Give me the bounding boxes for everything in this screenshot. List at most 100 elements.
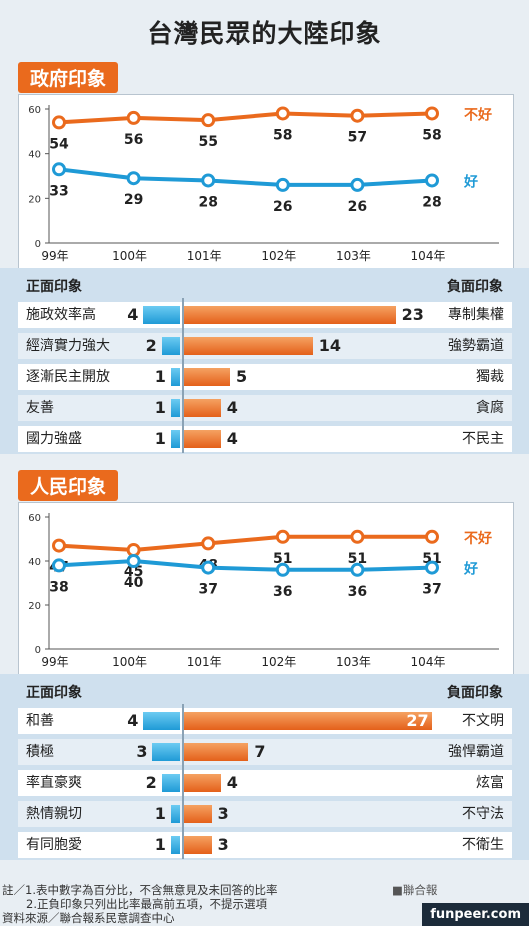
x-tick-label: 99年 bbox=[41, 655, 68, 669]
negative-label: 獨裁 bbox=[476, 369, 504, 385]
footnote-2: 2.正負印象只列出比率最高前五項，不提示選項 bbox=[26, 897, 267, 911]
positive-value: 1 bbox=[154, 367, 166, 386]
series-legend-label: 好 bbox=[463, 173, 478, 190]
y-tick-label: 0 bbox=[35, 645, 41, 656]
series-legend-label: 不好 bbox=[464, 530, 492, 547]
section-label-government: 政府印象 bbox=[18, 62, 119, 93]
positive-bar bbox=[170, 836, 180, 854]
positive-value: 2 bbox=[145, 773, 157, 792]
positive-label: 逐漸民主開放 bbox=[26, 369, 110, 385]
data-point bbox=[275, 177, 290, 192]
negative-label: 不衛生 bbox=[462, 837, 504, 853]
data-label: 26 bbox=[348, 199, 367, 215]
negative-bar bbox=[184, 712, 433, 730]
x-tick-label: 104年 bbox=[411, 249, 446, 263]
x-tick-label: 104年 bbox=[411, 655, 446, 669]
y-tick-label: 0 bbox=[35, 239, 41, 250]
data-label: 38 bbox=[49, 579, 68, 595]
positive-header: 正面印象 bbox=[26, 279, 82, 295]
data-label: 37 bbox=[422, 582, 441, 598]
data-point bbox=[52, 538, 66, 553]
bar-axis bbox=[182, 704, 184, 859]
bar-row: 熱情親切 不守法 1 3 bbox=[18, 801, 512, 827]
positive-bar bbox=[143, 712, 180, 730]
x-tick-label: 103年 bbox=[336, 249, 371, 263]
negative-label: 貪腐 bbox=[476, 400, 504, 416]
footnote-1: 註／1.表中數字為百分比，不含無意見及未回答的比率 bbox=[2, 883, 278, 897]
x-tick-label: 102年 bbox=[261, 249, 296, 263]
bar-row: 積極 強悍霸道 3 7 bbox=[18, 739, 512, 765]
line-chart-government-panel: 0 20 40 60 99年 100年 101年 102年 103年 104年 54 56 55 58 57… bbox=[18, 94, 514, 270]
negative-bar bbox=[184, 743, 249, 761]
data-label: 58 bbox=[273, 127, 292, 143]
data-point bbox=[425, 560, 439, 575]
line-chart-government: 0 20 40 60 99年 100年 101年 102年 103年 104年 54 56 55 58 57… bbox=[28, 105, 499, 263]
data-point bbox=[52, 115, 66, 130]
positive-value: 1 bbox=[154, 398, 166, 417]
series-line-0 bbox=[58, 534, 432, 552]
negative-value: 14 bbox=[318, 336, 342, 355]
positive-bar bbox=[170, 399, 180, 417]
positive-label: 經濟實力強大 bbox=[26, 338, 110, 354]
positive-bar bbox=[170, 430, 180, 448]
positive-label: 率直豪爽 bbox=[26, 775, 82, 791]
bar-row: 和善 不文明 4 27 bbox=[18, 708, 512, 734]
negative-header: 負面印象 bbox=[447, 279, 503, 295]
negative-label: 不守法 bbox=[462, 806, 504, 822]
brand-watermark: funpeer.com bbox=[422, 903, 529, 926]
data-point bbox=[52, 162, 66, 177]
data-point bbox=[425, 106, 439, 121]
negative-label: 專制集權 bbox=[448, 307, 504, 323]
y-tick-label: 40 bbox=[28, 150, 41, 161]
line-chart-people: 020406099年100年101年102年103年104年4745485151… bbox=[28, 513, 499, 669]
positive-label: 友善 bbox=[26, 400, 54, 416]
data-label: 51 bbox=[348, 551, 367, 567]
data-point bbox=[201, 560, 216, 575]
negative-header: 負面印象 bbox=[447, 685, 503, 701]
positive-value: 1 bbox=[154, 429, 166, 448]
data-point bbox=[350, 562, 365, 577]
positive-label: 有同胞愛 bbox=[26, 837, 82, 853]
data-label: 51 bbox=[273, 551, 292, 567]
positive-label: 積極 bbox=[26, 744, 54, 760]
negative-bar bbox=[184, 368, 230, 386]
data-label: 37 bbox=[198, 582, 217, 598]
data-point bbox=[350, 529, 365, 544]
data-point bbox=[275, 529, 290, 544]
data-point bbox=[425, 173, 439, 188]
positive-bar bbox=[143, 306, 180, 324]
x-tick-label: 101年 bbox=[187, 249, 222, 263]
negative-label: 不民主 bbox=[462, 431, 504, 447]
data-label: 36 bbox=[348, 584, 367, 600]
data-label: 36 bbox=[273, 584, 292, 600]
section-label-people: 人民印象 bbox=[18, 470, 119, 501]
data-point bbox=[126, 171, 141, 186]
negative-label: 強悍霸道 bbox=[448, 744, 504, 760]
series-line-0 bbox=[58, 111, 433, 125]
y-tick-label: 20 bbox=[28, 194, 41, 205]
bar-row: 率直豪爽 炫富 2 4 bbox=[18, 770, 512, 796]
data-label: 28 bbox=[198, 194, 217, 210]
data-label: 56 bbox=[124, 132, 143, 148]
negative-bar bbox=[184, 805, 212, 823]
data-point bbox=[275, 562, 290, 577]
negative-value: 4 bbox=[226, 398, 238, 417]
data-point bbox=[201, 173, 216, 188]
data-point bbox=[52, 558, 66, 573]
x-tick-label: 101年 bbox=[187, 655, 222, 669]
data-point bbox=[126, 543, 141, 557]
positive-bar bbox=[161, 337, 180, 355]
series-legend-label: 好 bbox=[463, 561, 478, 578]
positive-value: 2 bbox=[145, 336, 157, 355]
positive-value: 4 bbox=[127, 305, 139, 324]
data-label: 58 bbox=[422, 127, 441, 143]
x-tick-label: 99年 bbox=[41, 249, 68, 263]
x-tick-label: 100年 bbox=[112, 249, 147, 263]
negative-label: 炫富 bbox=[476, 775, 504, 791]
x-tick-label: 100年 bbox=[112, 655, 147, 669]
negative-label: 強勢霸道 bbox=[448, 338, 504, 354]
positive-header: 正面印象 bbox=[26, 685, 82, 701]
data-point bbox=[201, 113, 216, 128]
positive-value: 1 bbox=[154, 804, 166, 823]
data-label: 54 bbox=[49, 136, 69, 152]
